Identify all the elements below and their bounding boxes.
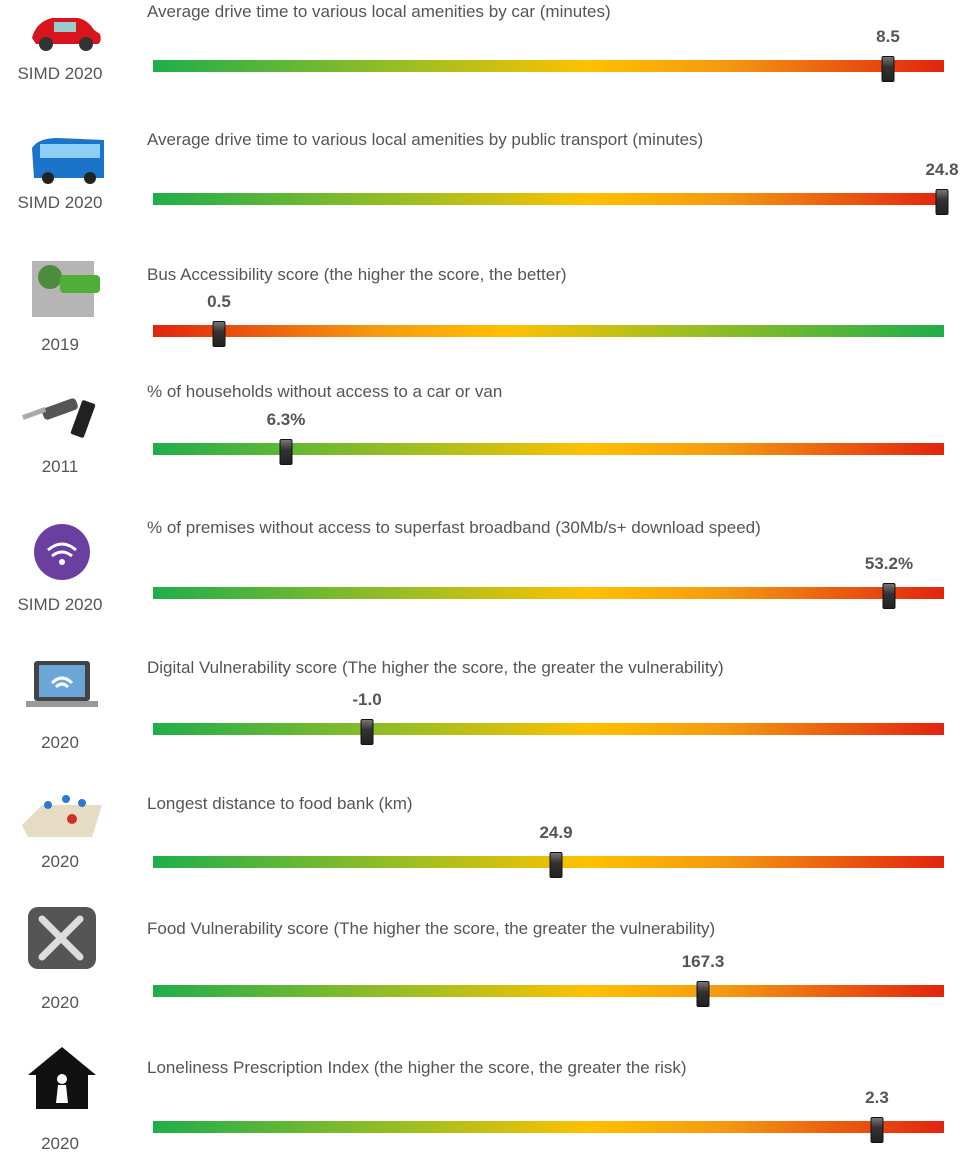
- indicator-title: Digital Vulnerability score (The higher …: [147, 658, 724, 677]
- gauge-bar: [153, 60, 944, 72]
- source-label: 2011: [41, 457, 79, 476]
- indicator-title: Longest distance to food bank (km): [147, 794, 413, 813]
- icon-graphic: [32, 18, 101, 51]
- source-label: SIMD 2020: [17, 193, 103, 212]
- indicator-title: % of households without access to a car …: [147, 382, 503, 401]
- indicator-title: % of premises without access to superfas…: [147, 518, 761, 537]
- icon-graphic: [26, 661, 98, 707]
- gauge-marker: [696, 981, 710, 1007]
- indicator-title: Average drive time to various local amen…: [147, 2, 611, 21]
- gauge-marker: [935, 189, 949, 215]
- gauge-marker: [212, 321, 226, 347]
- icon: [18, 655, 106, 719]
- icon-graphic: [32, 261, 100, 317]
- icon: [18, 520, 106, 584]
- icon: [18, 0, 106, 64]
- icon-graphic: [34, 524, 90, 580]
- icon: [18, 375, 106, 439]
- value-label: 167.3: [681, 952, 725, 971]
- gauge-marker: [882, 583, 896, 609]
- indicator-title: Average drive time to various local amen…: [147, 130, 704, 149]
- source-label: SIMD 2020: [17, 64, 103, 83]
- icon: [18, 1045, 106, 1109]
- value-label: 53.2%: [864, 554, 914, 573]
- gauge-bar: [153, 325, 944, 337]
- source-label: 2020: [41, 1134, 79, 1153]
- source-label: 2020: [41, 993, 79, 1012]
- icon-graphic: [22, 795, 102, 837]
- icon: [18, 255, 106, 319]
- gauge-marker: [279, 439, 293, 465]
- value-label: 24.8: [925, 160, 959, 179]
- icon-graphic: [32, 138, 104, 184]
- gauge-marker: [881, 56, 895, 82]
- gauge-bar: [153, 985, 944, 997]
- gauge-marker: [870, 1117, 884, 1143]
- value-label: 6.3%: [266, 410, 306, 429]
- icon: [18, 905, 106, 969]
- source-label: 2020: [41, 852, 79, 871]
- source-label: 2019: [41, 335, 79, 354]
- icon-graphic: [22, 398, 96, 438]
- source-label: 2020: [41, 733, 79, 752]
- gauge-bar: [153, 723, 944, 735]
- value-label: 8.5: [876, 27, 900, 46]
- gauge-bar: [153, 587, 944, 599]
- icon: [18, 128, 106, 192]
- value-label: 2.3: [865, 1088, 889, 1107]
- gauge-marker: [360, 719, 374, 745]
- indicator-title: Food Vulnerability score (The higher the…: [147, 919, 716, 938]
- icon-graphic: [28, 1047, 96, 1109]
- indicator-title: Loneliness Prescription Index (the highe…: [147, 1058, 687, 1077]
- value-label: -1.0: [352, 690, 382, 709]
- value-label: 0.5: [207, 292, 231, 311]
- value-label: 24.9: [539, 823, 573, 842]
- source-label: SIMD 2020: [17, 595, 103, 614]
- gauge-bar: [153, 1121, 944, 1133]
- icon: [18, 785, 106, 849]
- gauge-bar: [153, 856, 944, 868]
- gauge-marker: [549, 852, 563, 878]
- indicator-title: Bus Accessibility score (the higher the …: [147, 265, 567, 284]
- icon-graphic: [28, 907, 96, 969]
- gauge-bar: [153, 443, 944, 455]
- gauge-bar: [153, 193, 944, 205]
